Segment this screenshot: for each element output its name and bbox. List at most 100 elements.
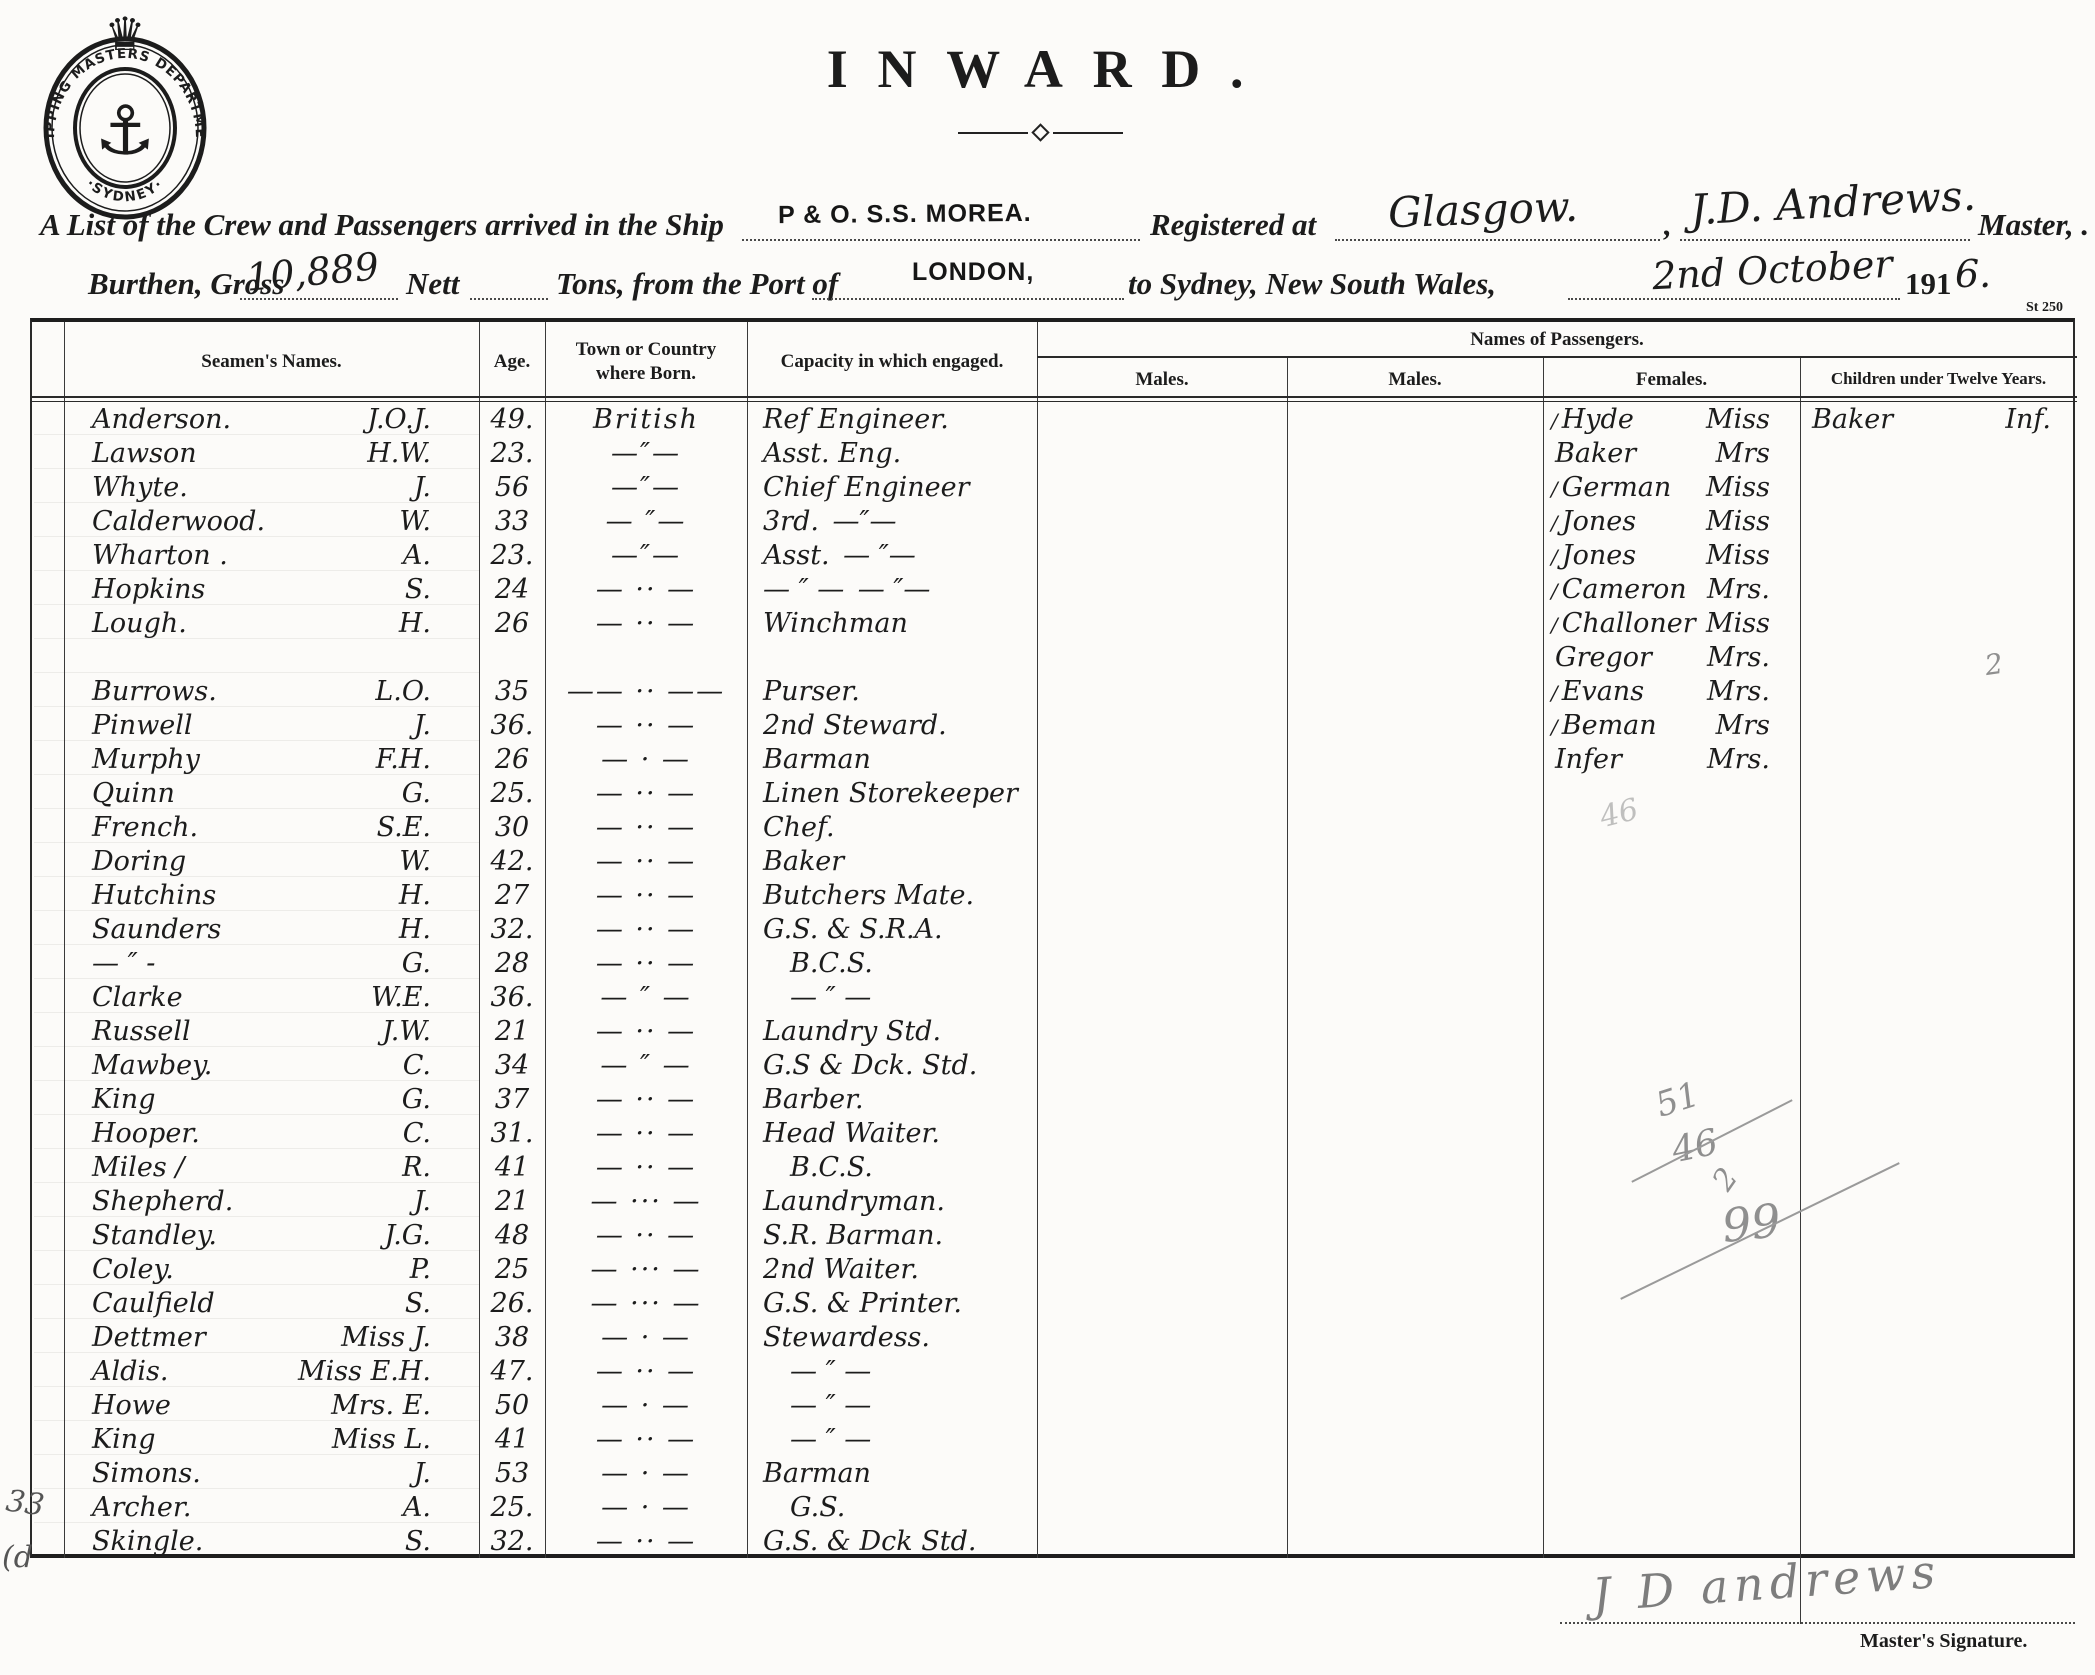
port-stamp: LONDON,: [912, 258, 1035, 286]
table-row: Mawbey. C. 34 — ″ — G.S & Dck. Std.: [32, 1048, 1037, 1082]
comma: ,: [1664, 207, 1672, 242]
child-note: Inf.: [2005, 403, 2051, 435]
seaman-surname: Hutchins: [92, 879, 217, 911]
margin-scribble-1: 33: [3, 1483, 47, 1524]
seaman-initials: J.: [413, 471, 431, 503]
registered-at-label: Registered at: [1150, 207, 1317, 242]
title-ornament: [958, 123, 1123, 142]
seaman-initials: H.W.: [367, 437, 431, 469]
crew-list: Anderson. J.O.J. 49. British Ref Enginee…: [32, 402, 1037, 1558]
child-surname: Baker: [1812, 403, 1894, 435]
seaman-capacity: G.S. & Printer.: [763, 1287, 962, 1319]
seaman-age: 26: [494, 607, 530, 639]
seaman-age: 25.: [490, 1491, 534, 1523]
seaman-capacity: G.S. & Dck Std.: [763, 1525, 977, 1557]
tick-mark: /: [1551, 544, 1558, 569]
table-row: Calderwood. W. 33 — ″— 3rd. —″—: [32, 504, 1037, 538]
seaman-capacity: Ref Engineer.: [763, 403, 949, 435]
table-row: Pinwell J. 36. — ·· — 2nd Steward.: [32, 708, 1037, 742]
seaman-capacity: Winchman: [763, 607, 908, 639]
crown-icon: ♛: [104, 7, 145, 61]
col-header-capacity: Capacity in which engaged.: [780, 351, 1004, 372]
table-row: Hutchins H. 27 — ·· — Butchers Mate.: [32, 878, 1037, 912]
seaman-birthplace: —″—: [610, 437, 682, 469]
passenger-surname: Jones: [1561, 505, 1637, 537]
seaman-age: 33: [494, 505, 530, 537]
seaman-capacity: Barman: [763, 1457, 871, 1489]
seaman-age: 31.: [490, 1117, 534, 1149]
seaman-age: 27: [494, 879, 530, 911]
seaman-birthplace: — ·· —: [595, 709, 697, 741]
master-name-value: J.D. Andrews.: [1688, 170, 1977, 235]
seaman-capacity: — ″ —: [763, 981, 872, 1013]
seaman-surname: Lawson: [92, 437, 197, 469]
seaman-surname: — ″ -: [92, 947, 156, 979]
seaman-age: 35: [494, 675, 530, 707]
col-line-age-born: [545, 322, 546, 1558]
seaman-age: 50: [494, 1389, 530, 1421]
seaman-capacity: Head Waiter.: [763, 1117, 940, 1149]
seaman-surname: French.: [92, 811, 199, 843]
seaman-initials: J.O.J.: [367, 403, 431, 435]
seal-outer-ring: [43, 36, 207, 220]
list-item: / Jones Miss: [1543, 504, 1800, 538]
seal-bottom-text: ·SYDNEY·: [83, 176, 165, 206]
table-row: Shepherd. J. 21 — ··· — Laundryman.: [32, 1184, 1037, 1218]
table-row: Coley. P. 25 — ··· — 2nd Waiter.: [32, 1252, 1037, 1286]
passenger-title: Mrs: [1715, 437, 1770, 469]
seaman-capacity: — ″ —: [763, 1389, 872, 1421]
seal-inner-ring: [73, 67, 177, 189]
table-row: Aldis. Miss E.H. 47. — ·· — — ″ —: [32, 1354, 1037, 1388]
seaman-capacity: — ″ —: [763, 1423, 872, 1455]
passenger-band-rule: [1037, 356, 2077, 358]
table-row: Howe Mrs. E. 50 — · — — ″ —: [32, 1388, 1037, 1422]
seaman-capacity: — ″ —: [763, 1355, 872, 1387]
seaman-surname: Aldis.: [92, 1355, 169, 1387]
table-row: Murphy F.H. 26 — · — Barman: [32, 742, 1037, 776]
seaman-capacity: B.C.S.: [763, 947, 873, 979]
seaman-age: 23.: [490, 539, 534, 571]
table-row: King Miss L. 41 — ·· — — ″ —: [32, 1422, 1037, 1456]
seaman-capacity: 3rd. —″—: [763, 505, 897, 537]
passenger-title: Mrs.: [1707, 743, 1770, 775]
passenger-title: Miss: [1706, 471, 1770, 503]
seaman-capacity: Baker: [763, 845, 845, 877]
seaman-birthplace: — ·· —: [595, 1117, 697, 1149]
seaman-initials: J.: [413, 709, 431, 741]
seaman-age: 38: [494, 1321, 530, 1353]
passenger-surname: Beman: [1561, 709, 1657, 741]
table-row: Quinn G. 25. — ·· — Linen Storekeeper: [32, 776, 1037, 810]
registered-at-value: Glasgow.: [1387, 181, 1579, 238]
seaman-age: 32.: [490, 913, 534, 945]
seaman-birthplace: — ·· —: [595, 573, 697, 605]
list-item: Gregor Mrs.: [1543, 640, 1800, 674]
seaman-surname: Pinwell: [92, 709, 193, 741]
seaman-birthplace: — ·· —: [595, 1423, 697, 1455]
seaman-capacity: 2nd Waiter.: [763, 1253, 919, 1285]
year-digit: 6.: [1955, 252, 1992, 296]
seaman-surname: Calderwood.: [92, 505, 266, 537]
seaman-surname: Archer.: [92, 1491, 192, 1523]
year-printed: 191: [1905, 266, 1952, 301]
tick-mark: /: [1551, 408, 1558, 433]
seaman-initials: Miss L.: [331, 1423, 431, 1455]
table-row: Hooper. C. 31. — ·· — Head Waiter.: [32, 1116, 1037, 1150]
gross-value: 10,889: [244, 244, 381, 300]
passenger-title: Mrs.: [1707, 641, 1770, 673]
seaman-age: 37: [494, 1083, 530, 1115]
list-item: / Hyde Miss: [1543, 402, 1800, 436]
seaman-initials: G.: [401, 1083, 431, 1115]
seaman-capacity: — ″ — — ″—: [763, 573, 931, 605]
seaman-surname: Mawbey.: [92, 1049, 213, 1081]
seaman-initials: C.: [402, 1049, 431, 1081]
seaman-surname: Miles /: [92, 1151, 185, 1183]
seaman-age: 26.: [490, 1287, 534, 1319]
col-line-males-males: [1287, 356, 1288, 1558]
seaman-age: 42.: [490, 845, 534, 877]
seaman-birthplace: — ″—: [605, 505, 687, 537]
seaman-initials: S.: [404, 1525, 431, 1557]
seaman-surname: Dettmer: [92, 1321, 206, 1353]
seaman-age: 32.: [490, 1525, 534, 1557]
seaman-age: 36.: [490, 981, 534, 1013]
list-item: / German Miss: [1543, 470, 1800, 504]
